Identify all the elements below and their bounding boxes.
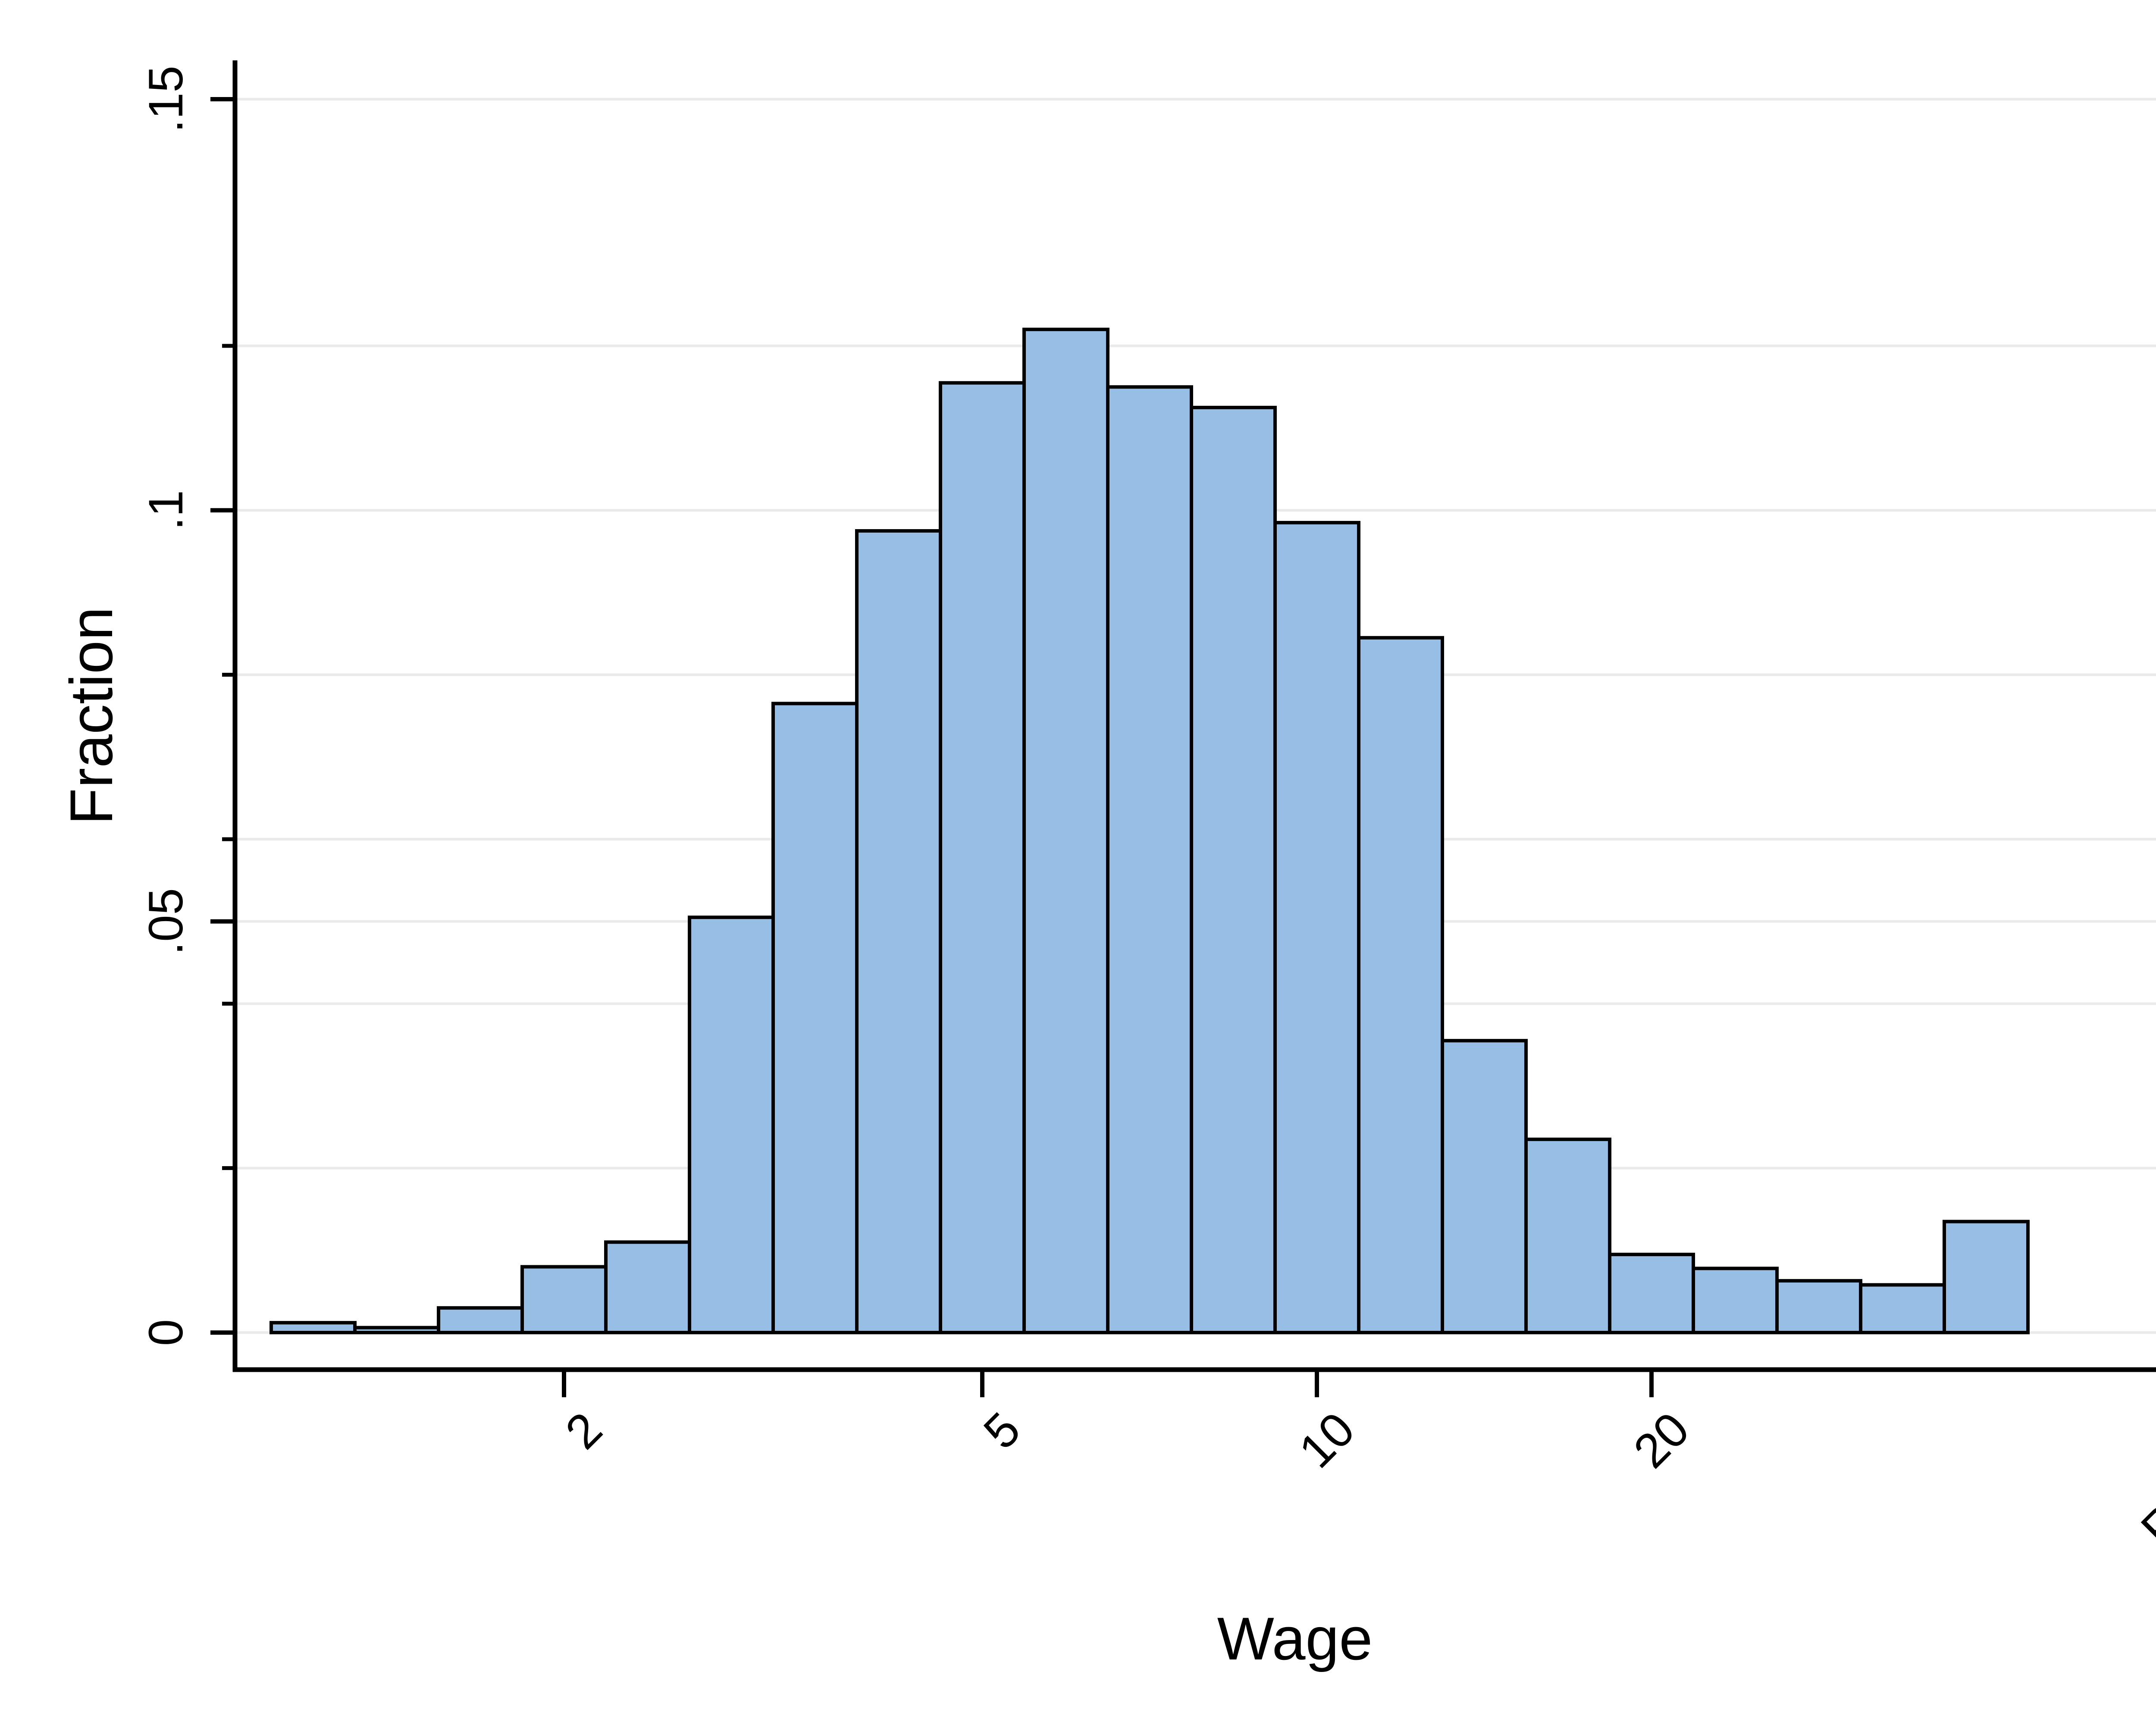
histogram-bar [270, 1321, 357, 1335]
histogram-bar [1273, 521, 1360, 1334]
histogram-bar [437, 1306, 524, 1335]
histogram-bar [1859, 1283, 1946, 1334]
histogram-bar [1943, 1220, 2030, 1334]
histogram-bar [771, 702, 859, 1334]
histogram-bar [1441, 1039, 1528, 1335]
histogram-bar [353, 1326, 440, 1335]
histogram-bar [1524, 1137, 1611, 1335]
histogram-bar [688, 916, 775, 1334]
histogram-bar [1692, 1267, 1779, 1334]
histogram-bar [855, 529, 942, 1334]
histogram-bar [1357, 636, 1444, 1334]
histogram-bar [1022, 327, 1109, 1335]
histogram-bar [1190, 405, 1277, 1335]
histogram-bar [1106, 385, 1193, 1335]
histogram-bar [520, 1265, 608, 1335]
histogram-bar [1775, 1279, 1862, 1335]
histogram-bar [604, 1240, 691, 1334]
histogram-bar [939, 381, 1026, 1334]
histogram-bar [1608, 1252, 1695, 1335]
